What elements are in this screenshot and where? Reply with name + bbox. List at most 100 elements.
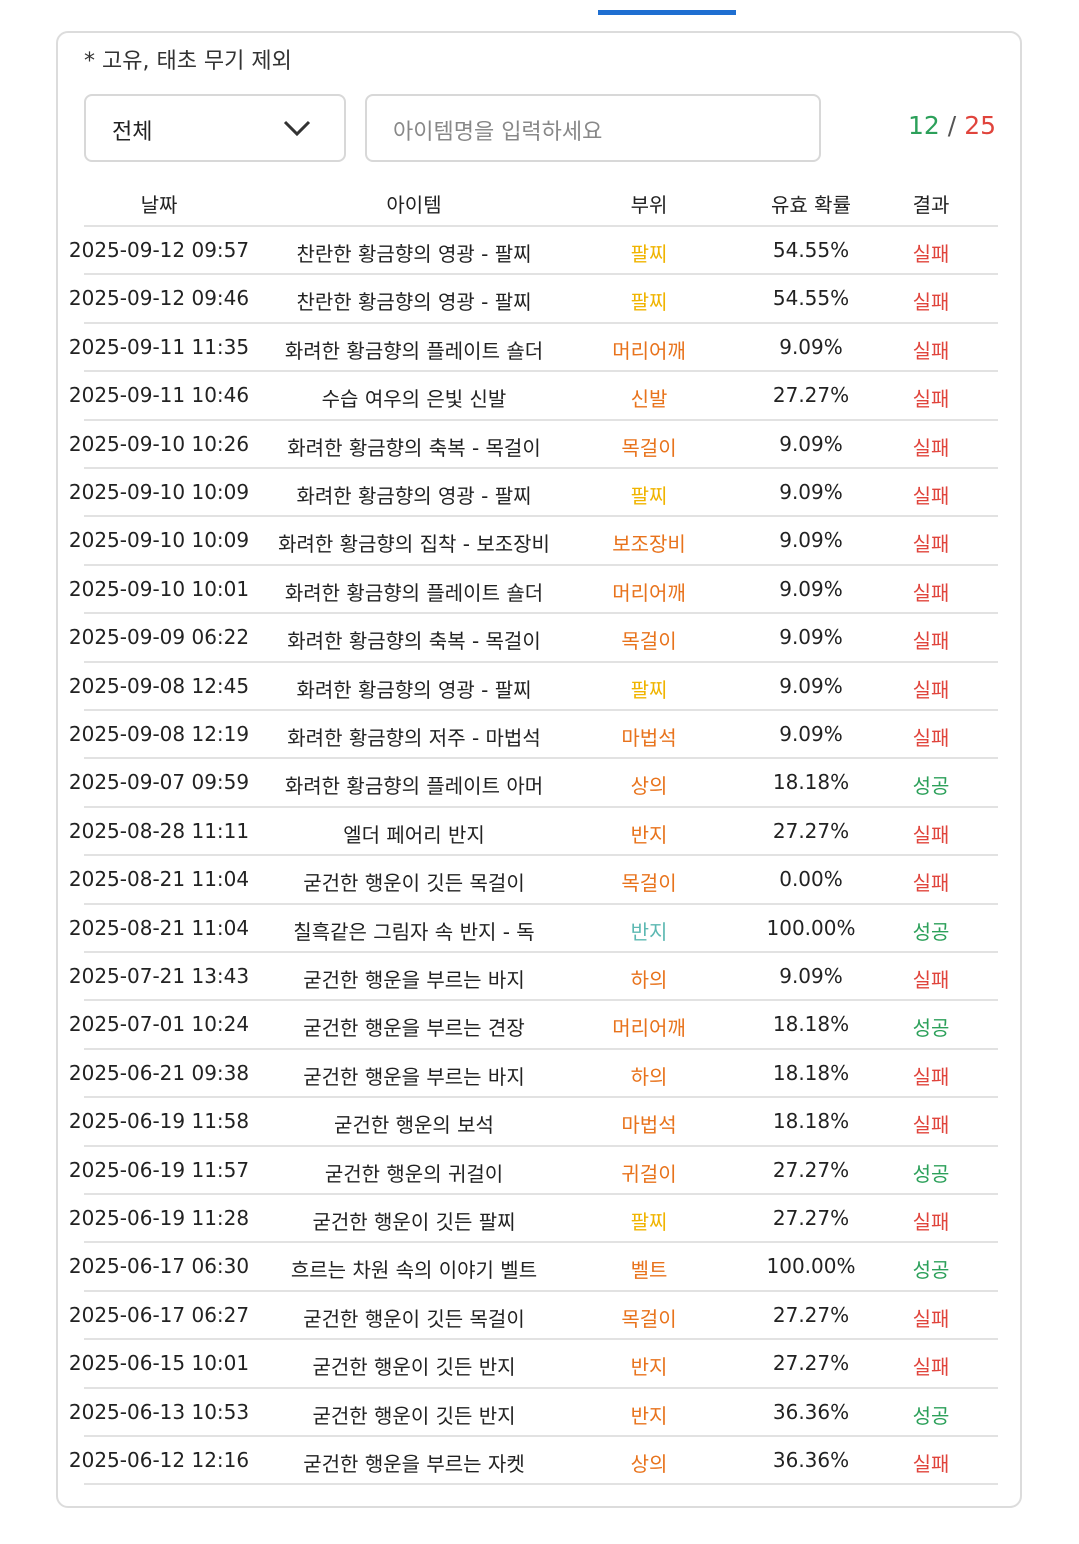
item-cell: 굳건한 행운을 부르는 자켓 — [303, 1452, 525, 1476]
date-cell: 2025-09-10 10:01 — [68, 576, 250, 601]
date-cell: 2025-07-21 13:43 — [68, 964, 250, 988]
result-cell: 실패 — [912, 1452, 950, 1476]
result-count: 12 / 25 — [908, 111, 996, 140]
prob-cell: 27.27% — [772, 383, 850, 408]
item-cell: 굳건한 행운을 부르는 견장 — [303, 1016, 525, 1041]
part-cell: 목걸이 — [621, 435, 677, 460]
prob-cell: 100.00% — [766, 1254, 856, 1279]
item-cell: 흐르는 차원 속의 이야기 벨트 — [290, 1258, 538, 1283]
part-cell: 목걸이 — [621, 629, 677, 654]
part-cell: 머리어깨 — [612, 580, 686, 605]
result-cell: 실패 — [912, 290, 950, 315]
table-row: 2025-06-19 11:57 굳건한 행운의 귀걸이 귀걸이 27.27% 성공 — [69, 1147, 998, 1195]
result-cell: 성공 — [912, 919, 950, 944]
table-row: 2025-06-21 09:38 굳건한 행운을 부르는 바지 하의 18.18% 실패 — [69, 1050, 998, 1099]
item-cell: 엘더 페어리 반지 — [343, 822, 485, 847]
item-cell: 굳건한 행운을 부르는 바지 — [303, 968, 525, 992]
count-separator: / — [947, 111, 957, 140]
date-cell: 2025-06-15 10:01 — [68, 1351, 250, 1376]
prob-cell: 36.36% — [772, 1399, 850, 1424]
item-cell: 화려한 황금향의 플레이트 숄더 — [284, 580, 544, 605]
item-cell: 굳건한 행운을 부르는 바지 — [303, 1064, 525, 1089]
part-cell: 상의 — [630, 1452, 668, 1476]
item-cell: 굳건한 행운이 깃든 반지 — [312, 1355, 516, 1380]
prob-cell: 36.36% — [772, 1448, 850, 1472]
part-cell: 마법석 — [621, 726, 677, 750]
date-cell: 2025-08-28 11:11 — [68, 818, 250, 843]
part-cell: 팔찌 — [630, 484, 668, 508]
prob-cell: 18.18% — [772, 1109, 850, 1134]
prob-cell: 9.09% — [779, 673, 843, 698]
result-cell: 실패 — [912, 726, 950, 750]
part-cell: 팔찌 — [630, 1210, 668, 1234]
item-cell: 화려한 황금향의 축복 - 목걸이 — [287, 629, 541, 654]
history-card: * 고유, 태초 무기 제외 전체 아이템명을 입력하세요 12 / 25 날짜… — [56, 31, 1022, 1508]
result-cell: 실패 — [912, 1355, 950, 1380]
date-cell: 2025-09-10 10:26 — [68, 431, 250, 456]
total-count: 25 — [964, 111, 996, 140]
result-cell: 실패 — [912, 242, 950, 266]
table-row: 2025-08-28 11:11 엘더 페어리 반지 반지 27.27% 실패 — [69, 808, 998, 857]
item-cell: 굳건한 행운이 깃든 팔찌 — [312, 1210, 516, 1234]
date-cell: 2025-09-08 12:45 — [68, 673, 250, 698]
result-cell: 성공 — [912, 774, 950, 799]
part-cell: 팔찌 — [630, 290, 668, 315]
prob-cell: 9.09% — [779, 722, 843, 746]
active-tab-indicator — [598, 10, 736, 15]
part-cell: 보조장비 — [612, 532, 686, 557]
header-cell: 아이템 — [386, 193, 442, 217]
prob-cell: 27.27% — [772, 1157, 850, 1182]
part-cell: 하의 — [630, 1064, 668, 1089]
header-cell: 부위 — [630, 193, 668, 217]
date-cell: 2025-09-10 10:09 — [68, 528, 250, 553]
result-cell: 실패 — [912, 484, 950, 508]
table-row: 2025-09-07 09:59 화려한 황금향의 플레이트 아머 상의 18.18%… — [69, 759, 998, 808]
date-cell: 2025-06-13 10:53 — [68, 1399, 250, 1424]
result-cell: 실패 — [912, 580, 950, 605]
item-cell: 굳건한 행운이 깃든 반지 — [312, 1403, 516, 1428]
prob-cell: 54.55% — [772, 238, 850, 262]
table-row: 2025-09-10 10:09 화려한 황금향의 집착 - 보조장비 보조장비 9.… — [69, 517, 998, 566]
date-cell: 2025-09-10 10:09 — [68, 480, 250, 504]
prob-cell: 9.09% — [779, 480, 843, 504]
result-cell: 성공 — [912, 1016, 950, 1041]
category-select[interactable]: 전체 — [84, 94, 346, 162]
table-row: 2025-09-10 10:01 화려한 황금향의 플레이트 숄더 머리어깨 9.09… — [69, 566, 998, 615]
table-row: 2025-09-12 09:57 찬란한 황금향의 영광 - 팔찌 팔찌 54.55%… — [69, 227, 998, 276]
search-input[interactable]: 아이템명을 입력하세요 — [365, 94, 821, 162]
table-row: 2025-09-11 10:46 수습 여우의 은빛 신발 신발 27.27% 실패 — [69, 372, 998, 421]
result-cell: 실패 — [912, 338, 950, 363]
part-cell: 벨트 — [630, 1258, 668, 1283]
prob-cell: 9.09% — [779, 625, 843, 650]
result-cell: 실패 — [912, 532, 950, 557]
date-cell: 2025-06-21 09:38 — [68, 1060, 250, 1085]
table-row: 2025-06-19 11:28 굳건한 행운이 깃든 팔찌 팔찌 27.27% 실패 — [69, 1195, 998, 1244]
success-count: 12 — [908, 111, 940, 140]
date-cell: 2025-08-21 11:04 — [68, 915, 250, 940]
item-cell: 굳건한 행운이 깃든 목걸이 — [303, 871, 525, 896]
table-row: 2025-06-12 12:16 굳건한 행운을 부르는 자켓 상의 36.36% 실패 — [69, 1437, 998, 1486]
result-cell: 성공 — [912, 1403, 950, 1428]
part-cell: 반지 — [630, 822, 668, 847]
date-cell: 2025-06-19 11:58 — [68, 1109, 250, 1134]
item-cell: 화려한 황금향의 축복 - 목걸이 — [287, 435, 541, 460]
result-cell: 실패 — [912, 871, 950, 896]
date-cell: 2025-09-09 06:22 — [68, 625, 250, 650]
prob-cell: 18.18% — [772, 1012, 850, 1037]
prob-cell: 18.18% — [772, 1060, 850, 1085]
part-cell: 마법석 — [621, 1113, 677, 1138]
part-cell: 목걸이 — [621, 871, 677, 896]
prob-cell: 54.55% — [772, 286, 850, 311]
prob-cell: 27.27% — [772, 1351, 850, 1376]
date-cell: 2025-08-21 11:04 — [68, 867, 250, 892]
item-cell: 칠흑같은 그림자 속 반지 - 독 — [293, 919, 535, 944]
part-cell: 반지 — [630, 1403, 668, 1428]
result-cell: 실패 — [912, 387, 950, 412]
prob-cell: 27.27% — [772, 818, 850, 843]
table-row: 2025-09-10 10:26 화려한 황금향의 축복 - 목걸이 목걸이 9.09… — [69, 421, 998, 469]
result-cell: 성공 — [912, 1258, 950, 1283]
prob-cell: 18.18% — [772, 770, 850, 795]
select-value: 전체 — [112, 120, 153, 145]
date-cell: 2025-06-12 12:16 — [68, 1448, 250, 1472]
item-cell: 굳건한 행운의 귀걸이 — [324, 1161, 504, 1186]
